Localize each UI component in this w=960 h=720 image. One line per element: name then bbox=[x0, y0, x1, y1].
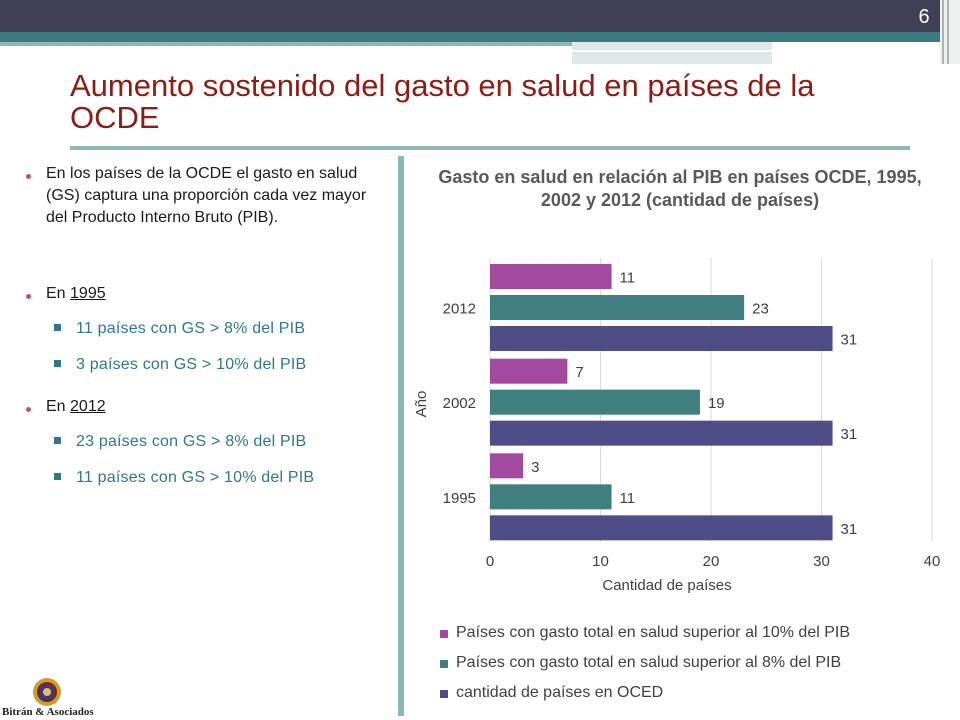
data-label: 31 bbox=[841, 426, 858, 443]
chart-title: Gasto en salud en relación al PIB en paí… bbox=[438, 167, 922, 210]
data-label: 11 bbox=[620, 490, 636, 507]
sub-bullet-square bbox=[54, 324, 61, 331]
sub-bullet-2: 3 países con GS > 10% del PIB bbox=[76, 356, 307, 373]
data-label: 7 bbox=[575, 364, 583, 381]
header-right-line-2 bbox=[947, 0, 949, 64]
y-axis-label: Año bbox=[413, 391, 430, 418]
header-teal-thin-band bbox=[0, 42, 572, 46]
legend-label: Países con gasto total en salud superior… bbox=[456, 654, 842, 671]
bullet-2-prefix: En bbox=[46, 285, 71, 302]
bar bbox=[490, 515, 833, 541]
page-number: 6 bbox=[918, 6, 930, 28]
slide-title: Aumento sostenido del gasto en salud en … bbox=[70, 68, 815, 135]
x-tick-label: 0 bbox=[486, 553, 494, 570]
sub-bullet-square bbox=[54, 473, 61, 480]
sub-bullet-1: 11 países con GS > 8% del PIB bbox=[76, 320, 306, 337]
sub-bullet-square bbox=[54, 360, 61, 367]
x-tick-label: 20 bbox=[703, 553, 720, 570]
sub-bullet-3: 23 países con GS > 8% del PIB bbox=[76, 433, 307, 450]
y-tick-label: 2002 bbox=[443, 395, 476, 412]
data-label: 31 bbox=[841, 332, 858, 349]
legend-swatch bbox=[440, 660, 448, 668]
bullet-dot bbox=[26, 174, 31, 179]
bullet-2-text: En 1995 bbox=[46, 283, 106, 305]
bullet-3-prefix: En bbox=[46, 398, 71, 415]
bar bbox=[490, 389, 700, 415]
legend-label: Países con gasto total en salud superior… bbox=[456, 624, 851, 641]
logo-text: Bitrán & Asociados bbox=[2, 706, 94, 718]
bullet-2-year: 1995 bbox=[70, 285, 106, 302]
data-label: 23 bbox=[752, 301, 769, 318]
header-right-line-1 bbox=[942, 0, 944, 64]
x-tick-label: 40 bbox=[924, 553, 941, 570]
x-axis-label: Cantidad de países bbox=[602, 577, 731, 594]
bullet-3-year: 2012 bbox=[70, 398, 106, 415]
bar bbox=[490, 453, 524, 479]
bar bbox=[490, 358, 568, 384]
vertical-divider bbox=[398, 156, 404, 716]
x-tick-label: 10 bbox=[592, 553, 609, 570]
bar-chart: 0 10 20 30 40 11 23 31 2012 7 19 31 2002 3 11 31 1995 Can… bbox=[413, 258, 941, 594]
bar bbox=[490, 326, 833, 351]
bullet-1-text: En los países de la OCDE el gasto en sal… bbox=[46, 165, 367, 226]
legend-swatch bbox=[440, 630, 448, 638]
bar bbox=[490, 420, 833, 446]
bar bbox=[490, 484, 612, 510]
header-teal-band bbox=[0, 32, 960, 42]
data-label: 11 bbox=[620, 270, 636, 287]
x-tick-label: 30 bbox=[813, 553, 830, 570]
bar bbox=[490, 295, 745, 320]
data-label: 19 bbox=[708, 395, 725, 412]
sub-bullet-4: 11 países con GS > 10% del PIB bbox=[76, 469, 315, 486]
header-right-strip bbox=[940, 0, 960, 64]
data-label: 31 bbox=[841, 521, 858, 538]
company-logo bbox=[30, 676, 64, 713]
bullet-dot bbox=[26, 294, 31, 299]
y-tick-label: 2012 bbox=[443, 301, 476, 318]
bullet-dot bbox=[26, 407, 31, 412]
title-underline bbox=[70, 146, 910, 150]
header-bar bbox=[0, 0, 960, 32]
legend-swatch bbox=[440, 690, 448, 698]
legend-label: cantidad de países en OCED bbox=[456, 684, 664, 701]
data-label: 3 bbox=[531, 459, 539, 476]
bullet-3-text: En 2012 bbox=[46, 396, 106, 418]
sub-bullet-square bbox=[54, 437, 61, 444]
bar bbox=[490, 264, 612, 289]
header-white-line bbox=[572, 50, 888, 52]
y-tick-label: 1995 bbox=[443, 490, 476, 507]
header-light-band bbox=[572, 42, 772, 64]
